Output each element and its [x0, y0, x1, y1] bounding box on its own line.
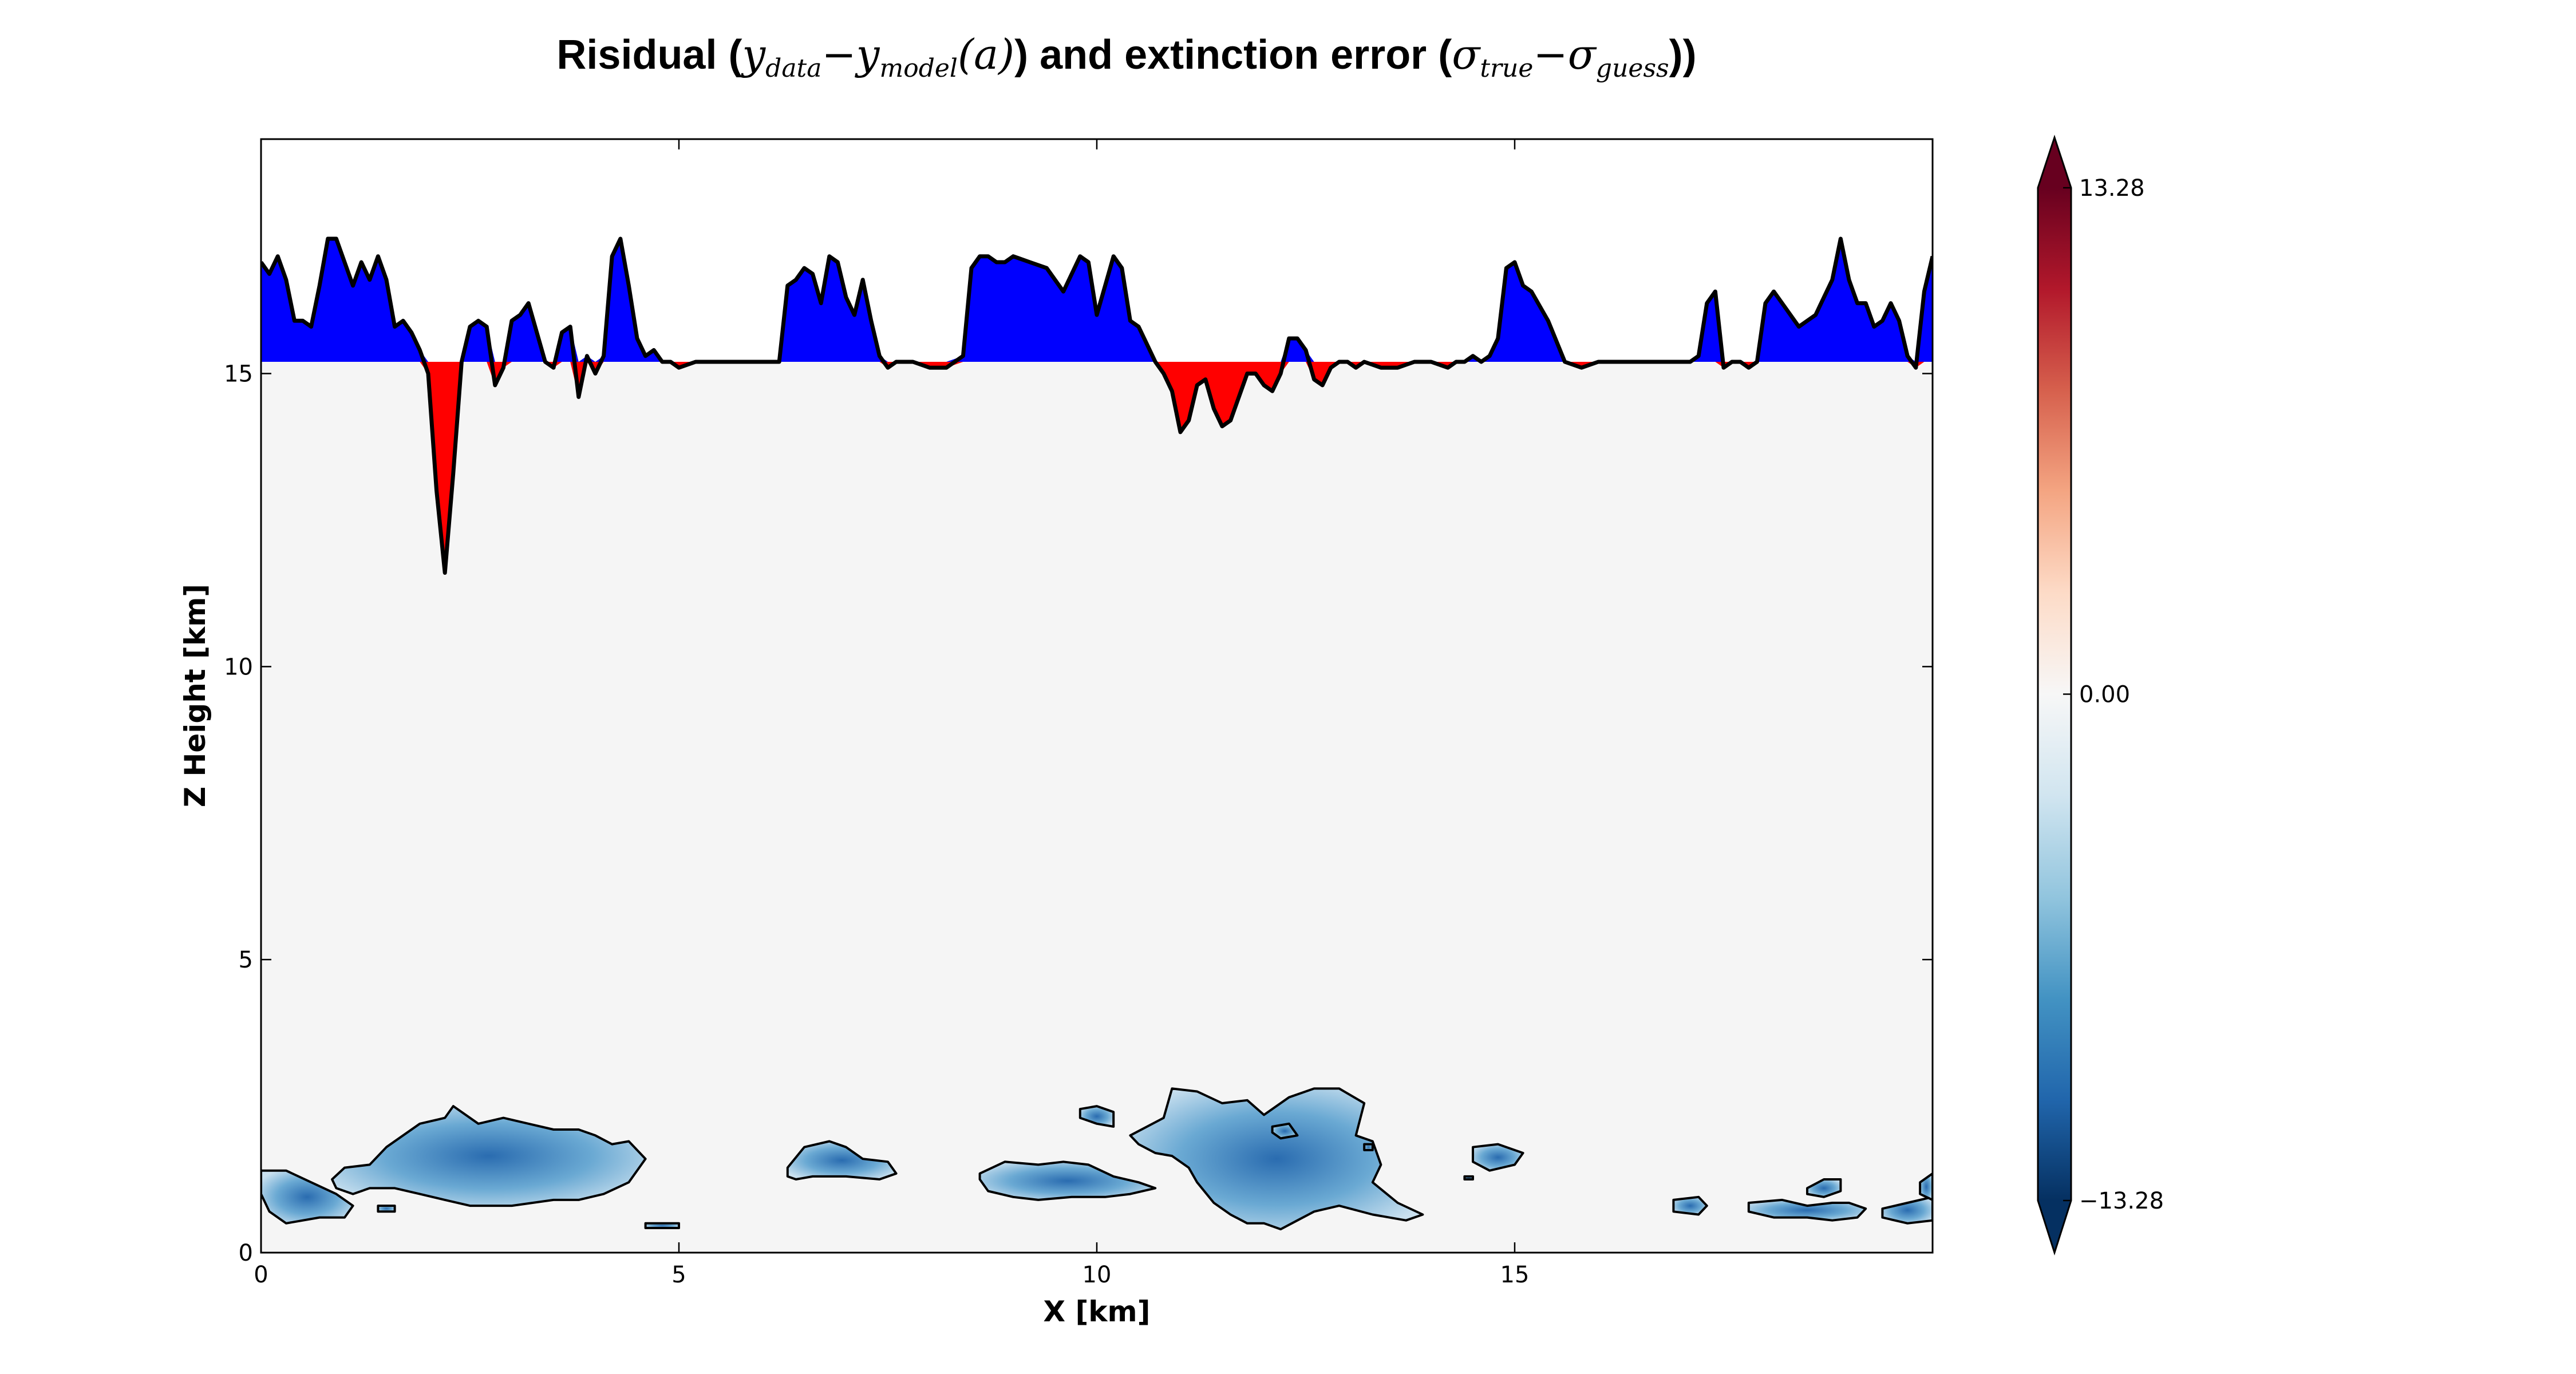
residual-line [261, 236, 1933, 575]
cloud-region [1806, 1178, 1842, 1198]
cloud-region [644, 1222, 680, 1229]
y-tick-label: 15 [224, 361, 253, 387]
cloud-region [1129, 1087, 1424, 1231]
colorbar-tick-label: 13.28 [2079, 175, 2145, 202]
colorbar-tick-label: 0.00 [2079, 682, 2130, 708]
cloud-region [331, 1105, 647, 1207]
cloud-region [1363, 1143, 1374, 1151]
cloud-region [786, 1140, 898, 1180]
cloud-region [1881, 1195, 1933, 1225]
colorbar-max-extend [2038, 137, 2071, 188]
cloud-region [1747, 1198, 1867, 1222]
cloud-region [1463, 1175, 1474, 1180]
x-tick-label: 0 [254, 1262, 268, 1288]
colorbar-tick-label: −13.28 [2079, 1188, 2164, 1214]
colorbar-min-extend [2038, 1201, 2071, 1253]
cloud-region [1271, 1122, 1299, 1140]
plot-area: 0 5 10 15 0 5 10 15 [224, 138, 1934, 1288]
y-tick-label: 5 [239, 947, 253, 973]
residual-fill [261, 236, 1933, 575]
y-axis: 0 5 10 15 [224, 361, 1933, 1266]
x-tick-label: 15 [1500, 1262, 1530, 1288]
x-axis-label: X [km] [1043, 1295, 1150, 1328]
cloud-region [377, 1205, 396, 1213]
cloud-region [1672, 1195, 1708, 1216]
x-tick-label: 10 [1082, 1262, 1112, 1288]
x-axis: 0 5 10 15 [254, 139, 1529, 1288]
y-tick-label: 10 [224, 654, 253, 680]
residual-positive-area [261, 239, 1933, 362]
cloud-region [1078, 1105, 1115, 1128]
cloud-regions [261, 1087, 1933, 1231]
cloud-region [261, 1169, 354, 1225]
plot-background [261, 362, 1933, 1253]
cloud-region [978, 1160, 1157, 1201]
y-axis-label: Z Height [km] [179, 584, 212, 807]
cloud-region [1919, 1172, 1933, 1201]
chart-title: Risidual (ydata−ymodel(a)) and extinctio… [556, 30, 1696, 83]
colorbar: 13.28 0.00 −13.28 [2037, 135, 2164, 1255]
y-tick-label: 0 [239, 1240, 253, 1266]
x-tick-label: 5 [671, 1262, 686, 1288]
cloud-region [1472, 1143, 1524, 1172]
